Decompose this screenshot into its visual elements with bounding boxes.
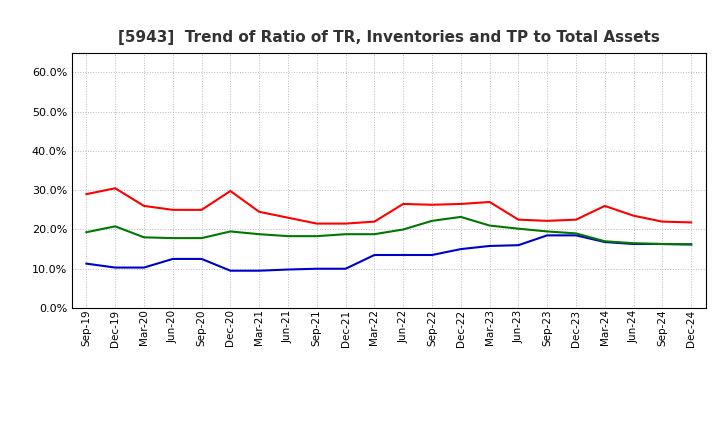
Inventories: [514, 242, 523, 248]
Trade Payables: [82, 230, 91, 235]
Trade Payables: [485, 223, 494, 228]
Trade Receivables: [572, 217, 580, 222]
Inventories: [687, 242, 696, 247]
Trade Receivables: [428, 202, 436, 207]
Trade Receivables: [456, 202, 465, 207]
Trade Receivables: [543, 218, 552, 224]
Trade Payables: [226, 229, 235, 234]
Trade Payables: [543, 229, 552, 234]
Trade Payables: [600, 238, 609, 244]
Inventories: [629, 242, 638, 247]
Trade Payables: [140, 235, 148, 240]
Inventories: [226, 268, 235, 273]
Trade Receivables: [370, 219, 379, 224]
Inventories: [111, 265, 120, 270]
Inventories: [197, 256, 206, 261]
Inventories: [370, 253, 379, 258]
Trade Payables: [399, 227, 408, 232]
Inventories: [456, 246, 465, 252]
Trade Payables: [514, 226, 523, 231]
Trade Payables: [111, 224, 120, 229]
Inventories: [399, 253, 408, 258]
Inventories: [658, 242, 667, 247]
Inventories: [341, 266, 350, 271]
Trade Payables: [255, 231, 264, 237]
Line: Trade Receivables: Trade Receivables: [86, 188, 691, 224]
Trade Receivables: [312, 221, 321, 226]
Inventories: [572, 233, 580, 238]
Trade Receivables: [629, 213, 638, 218]
Inventories: [82, 261, 91, 266]
Trade Payables: [312, 234, 321, 239]
Trade Payables: [370, 231, 379, 237]
Trade Payables: [687, 242, 696, 247]
Trade Payables: [428, 218, 436, 224]
Trade Receivables: [341, 221, 350, 226]
Inventories: [284, 267, 292, 272]
Inventories: [140, 265, 148, 270]
Line: Trade Payables: Trade Payables: [86, 217, 691, 244]
Trade Receivables: [514, 217, 523, 222]
Trade Receivables: [140, 203, 148, 209]
Trade Receivables: [600, 203, 609, 209]
Inventories: [168, 256, 177, 261]
Inventories: [312, 266, 321, 271]
Trade Receivables: [255, 209, 264, 214]
Trade Payables: [168, 235, 177, 241]
Trade Receivables: [168, 207, 177, 213]
Inventories: [543, 233, 552, 238]
Trade Receivables: [197, 207, 206, 213]
Trade Receivables: [111, 186, 120, 191]
Inventories: [600, 239, 609, 245]
Trade Receivables: [284, 215, 292, 220]
Inventories: [485, 243, 494, 249]
Title: [5943]  Trend of Ratio of TR, Inventories and TP to Total Assets: [5943] Trend of Ratio of TR, Inventories…: [118, 29, 660, 45]
Inventories: [255, 268, 264, 273]
Trade Receivables: [658, 219, 667, 224]
Trade Payables: [197, 235, 206, 241]
Trade Payables: [658, 242, 667, 247]
Trade Payables: [572, 231, 580, 236]
Trade Receivables: [82, 191, 91, 197]
Trade Receivables: [399, 202, 408, 207]
Trade Payables: [341, 231, 350, 237]
Trade Receivables: [485, 199, 494, 205]
Line: Inventories: Inventories: [86, 235, 691, 271]
Trade Payables: [284, 234, 292, 239]
Trade Payables: [456, 214, 465, 220]
Trade Payables: [629, 241, 638, 246]
Trade Receivables: [687, 220, 696, 225]
Trade Receivables: [226, 188, 235, 194]
Inventories: [428, 253, 436, 258]
